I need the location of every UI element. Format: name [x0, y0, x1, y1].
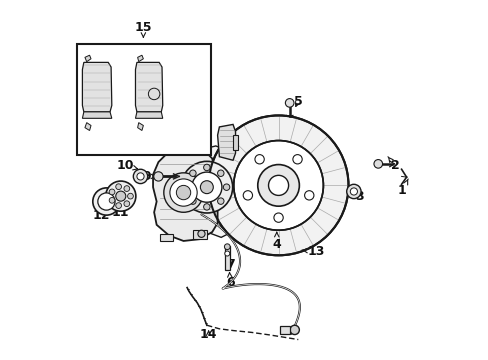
Polygon shape [82, 62, 112, 112]
Circle shape [224, 244, 230, 249]
Circle shape [268, 175, 288, 195]
Circle shape [109, 189, 115, 195]
Circle shape [116, 191, 125, 201]
Polygon shape [85, 123, 91, 131]
Circle shape [349, 188, 357, 195]
Circle shape [346, 184, 360, 199]
Circle shape [189, 170, 196, 176]
Circle shape [183, 184, 190, 190]
Circle shape [289, 325, 299, 334]
Circle shape [233, 140, 323, 230]
Text: 1: 1 [397, 179, 407, 197]
Circle shape [254, 154, 264, 164]
Text: 14: 14 [200, 328, 217, 341]
Text: 12: 12 [92, 203, 110, 222]
Circle shape [123, 201, 129, 207]
Bar [160, 234, 172, 241]
Polygon shape [217, 125, 235, 160]
Bar [192, 230, 206, 239]
Circle shape [273, 213, 283, 222]
Text: 7: 7 [225, 258, 234, 271]
Circle shape [93, 188, 120, 215]
Bar [280, 325, 290, 334]
Text: 8: 8 [219, 130, 230, 144]
Polygon shape [201, 146, 235, 237]
Circle shape [217, 170, 224, 176]
Polygon shape [137, 123, 143, 131]
Circle shape [176, 185, 190, 200]
Circle shape [223, 184, 229, 190]
Circle shape [189, 198, 196, 204]
Circle shape [123, 186, 129, 192]
Polygon shape [153, 148, 217, 241]
Circle shape [198, 230, 204, 237]
Circle shape [127, 193, 133, 199]
Circle shape [208, 116, 348, 255]
Text: 2: 2 [387, 157, 399, 172]
Circle shape [98, 193, 115, 210]
Circle shape [203, 164, 210, 171]
Circle shape [373, 159, 382, 168]
Circle shape [153, 172, 163, 181]
Text: 13: 13 [302, 245, 324, 258]
Text: 15: 15 [134, 21, 152, 37]
Bar [224, 246, 229, 270]
Text: 4: 4 [272, 232, 281, 251]
Text: 5: 5 [293, 95, 302, 108]
Circle shape [200, 181, 213, 194]
Circle shape [217, 198, 224, 204]
Circle shape [191, 172, 222, 202]
Polygon shape [135, 62, 163, 112]
Text: 3: 3 [354, 190, 363, 203]
Circle shape [133, 169, 147, 184]
Circle shape [257, 165, 299, 206]
Text: 6: 6 [225, 273, 234, 289]
Circle shape [224, 251, 229, 256]
Circle shape [116, 184, 121, 190]
Polygon shape [135, 112, 163, 118]
Text: 9: 9 [142, 170, 155, 183]
Circle shape [292, 154, 302, 164]
Bar [77, 44, 211, 155]
Circle shape [109, 198, 115, 203]
Circle shape [169, 179, 197, 206]
Polygon shape [85, 55, 91, 62]
Circle shape [203, 204, 210, 210]
Circle shape [181, 161, 232, 213]
Circle shape [243, 191, 252, 200]
Circle shape [148, 88, 160, 100]
Polygon shape [137, 55, 143, 62]
Circle shape [285, 99, 293, 107]
Circle shape [105, 181, 136, 211]
Circle shape [163, 173, 203, 212]
Bar [233, 135, 238, 149]
Circle shape [116, 203, 121, 208]
Text: 11: 11 [112, 200, 129, 219]
Circle shape [137, 173, 144, 180]
Circle shape [304, 191, 313, 200]
Text: 10: 10 [117, 159, 137, 172]
Polygon shape [82, 112, 112, 118]
